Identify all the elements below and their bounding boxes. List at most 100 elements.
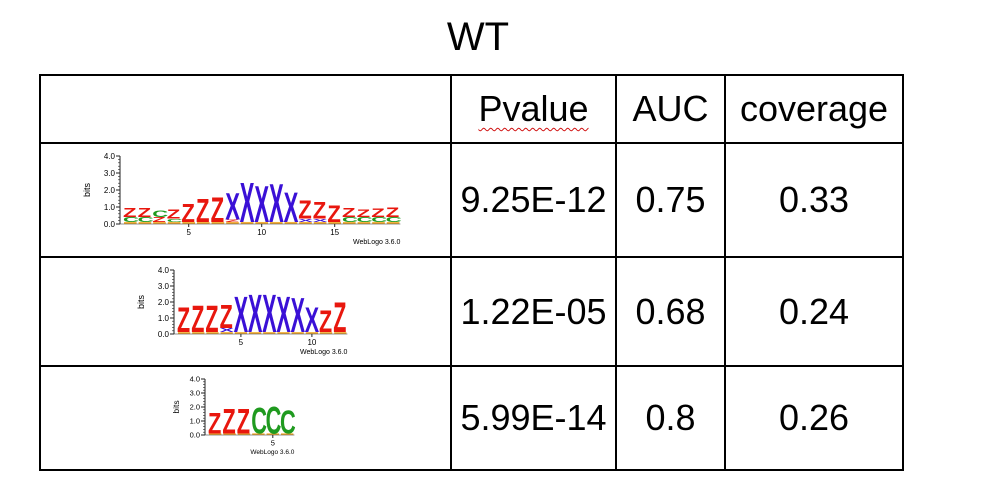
logo-letter-c: C bbox=[167, 218, 184, 223]
logo-letter-z: Z bbox=[333, 296, 346, 343]
logo-letter-z: Z bbox=[152, 216, 166, 224]
logo-cell: bits 4.0 3.0 2.0 1.0 0.0 Z Z Z C C C 5 WebLogo 3.6.0 bbox=[39, 365, 452, 471]
pvalue-cell: 5.99E-14 bbox=[450, 365, 617, 471]
logo-residual-letters bbox=[386, 221, 400, 224]
svg-text:Z: Z bbox=[152, 216, 166, 224]
logo-letter-z: Z bbox=[167, 207, 181, 221]
pvalue-cell: 1.22E-05 bbox=[450, 256, 617, 367]
logo-letter-x: X bbox=[305, 301, 320, 341]
logo-letter-z: Z bbox=[342, 205, 356, 219]
logo-letter-x: X bbox=[234, 288, 248, 344]
svg-text:C: C bbox=[167, 218, 184, 223]
header-auc: AUC bbox=[615, 74, 726, 144]
svg-text:X: X bbox=[269, 172, 284, 234]
logo-ytick-label: 2.0 bbox=[190, 403, 200, 412]
auc-cell: 0.75 bbox=[615, 142, 726, 258]
logo-residual-letters bbox=[255, 221, 268, 224]
logo-letter-x: X bbox=[240, 172, 255, 235]
logo-xtick-label: 10 bbox=[257, 228, 266, 237]
svg-text:Z: Z bbox=[181, 199, 195, 228]
logo-ytick-label: 2.0 bbox=[158, 298, 170, 307]
logo-residual-letters bbox=[281, 433, 294, 435]
logo-ytick-label: 3.0 bbox=[104, 169, 116, 178]
logo-letter-x: X bbox=[291, 289, 305, 343]
logo-letter-z: Z bbox=[222, 403, 235, 441]
svg-text:Z: Z bbox=[386, 204, 400, 220]
logo-xtick-label: 5 bbox=[186, 228, 191, 237]
svg-text:C: C bbox=[280, 404, 296, 441]
logo-ylabel: bits bbox=[136, 295, 146, 310]
svg-text:X: X bbox=[298, 218, 313, 223]
logo-letter-x: X bbox=[284, 184, 299, 232]
logo-letter-c: C bbox=[123, 216, 139, 224]
logo-letter-c: C bbox=[266, 398, 282, 442]
logo-letter-z: Z bbox=[327, 200, 341, 227]
logo-residual-letters bbox=[226, 221, 239, 224]
logo-ytick-label: 1.0 bbox=[190, 417, 200, 426]
logo-residual-letters bbox=[167, 221, 181, 224]
logo-ytick-label: 0.0 bbox=[104, 220, 116, 229]
logo-letter-x: X bbox=[269, 172, 284, 234]
logo-letter-z: Z bbox=[371, 206, 385, 219]
logo-letter-c: C bbox=[371, 216, 387, 224]
logo-residual-letters bbox=[263, 332, 276, 334]
logo-residual-letters bbox=[234, 332, 247, 334]
logo-letter-z: Z bbox=[205, 298, 218, 341]
svg-text:X: X bbox=[240, 172, 255, 235]
logo-credit: WebLogo 3.6.0 bbox=[300, 349, 347, 356]
table-row: bits 4.0 3.0 2.0 1.0 0.0 Z Z Z C C C 5 WebLogo 3.6.0 … bbox=[39, 365, 904, 471]
logo-credit: WebLogo 3.6.0 bbox=[353, 239, 400, 246]
logo-ytick-label: 3.0 bbox=[190, 389, 200, 398]
svg-text:X: X bbox=[313, 218, 328, 223]
svg-text:Z: Z bbox=[313, 197, 327, 224]
logo-residual-letters bbox=[209, 433, 222, 435]
logo-letter-z: Z bbox=[138, 205, 152, 219]
svg-text:Z: Z bbox=[211, 191, 225, 231]
logo-residual-letters bbox=[220, 332, 233, 334]
logo-residual-letters bbox=[328, 221, 341, 224]
logo-ylabel: bits bbox=[82, 183, 92, 198]
logo-letter-z: Z bbox=[357, 207, 371, 219]
svg-text:Z: Z bbox=[167, 207, 181, 221]
logo-letter-z: Z bbox=[298, 196, 312, 225]
logo-residual-letters bbox=[153, 221, 166, 224]
logo-letter-x: X bbox=[313, 218, 328, 223]
svg-text:C: C bbox=[123, 216, 139, 224]
coverage-cell: 0.26 bbox=[724, 365, 904, 471]
logo-ytick-label: 0.0 bbox=[190, 431, 200, 440]
logo-letter-z: Z bbox=[319, 304, 332, 339]
header-logo-cell bbox=[39, 74, 452, 144]
logo-residual-letters bbox=[270, 221, 283, 224]
logo-letter-x: X bbox=[298, 218, 313, 223]
svg-text:X: X bbox=[220, 327, 235, 333]
svg-text:X: X bbox=[234, 288, 248, 344]
logo-residual-letters bbox=[237, 433, 251, 435]
svg-text:Z: Z bbox=[205, 298, 218, 341]
table-row: bits 4.0 3.0 2.0 1.0 0.0 C Z C Z Z C C Z Z Z Z Z X X X X X X Z X Z… bbox=[39, 142, 904, 258]
logo-ytick-label: 4.0 bbox=[158, 266, 170, 275]
logo-letter-c: C bbox=[251, 402, 267, 442]
logo-letter-z: Z bbox=[181, 199, 195, 228]
logo-residual-letters bbox=[206, 332, 219, 334]
svg-text:C: C bbox=[152, 209, 168, 220]
logo-residual-letters bbox=[252, 433, 265, 435]
logo-residual-letters bbox=[178, 332, 191, 334]
svg-text:Z: Z bbox=[333, 296, 346, 343]
logo-letter-z: Z bbox=[191, 298, 204, 341]
logo-residual-letters bbox=[291, 332, 304, 334]
svg-text:C: C bbox=[386, 216, 402, 224]
svg-text:X: X bbox=[284, 184, 299, 232]
svg-text:C: C bbox=[138, 216, 154, 224]
svg-text:Z: Z bbox=[220, 298, 233, 335]
logo-letter-x: X bbox=[254, 176, 269, 233]
logo-residual-letters bbox=[197, 221, 210, 224]
svg-text:Z: Z bbox=[298, 196, 312, 225]
logo-letter-c: C bbox=[138, 216, 154, 224]
svg-text:Z: Z bbox=[371, 206, 385, 219]
svg-text:C: C bbox=[371, 216, 387, 224]
svg-text:Z: Z bbox=[222, 403, 235, 441]
svg-text:X: X bbox=[254, 176, 269, 233]
